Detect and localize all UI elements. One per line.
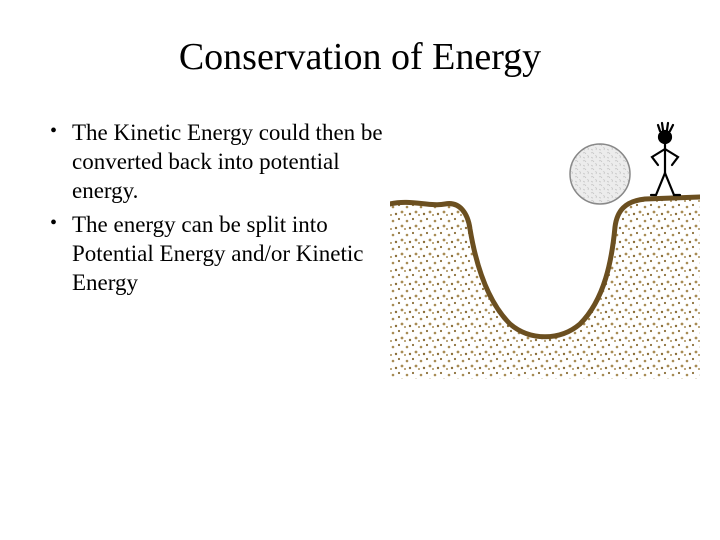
- bullet-text: The energy can be split into Potential E…: [72, 212, 363, 295]
- page-title: Conservation of Energy: [0, 0, 720, 89]
- bullet-list: The Kinetic Energy could then be convert…: [50, 119, 390, 379]
- energy-illustration: [390, 119, 690, 379]
- content-area: The Kinetic Energy could then be convert…: [0, 89, 720, 379]
- pit-diagram: [390, 119, 700, 379]
- boulder-icon: [570, 144, 630, 204]
- person-icon: [651, 123, 680, 195]
- bullet-text: The Kinetic Energy could then be convert…: [72, 120, 383, 203]
- list-item: The Kinetic Energy could then be convert…: [50, 119, 390, 205]
- list-item: The energy can be split into Potential E…: [50, 211, 390, 297]
- ground-fill: [390, 197, 700, 379]
